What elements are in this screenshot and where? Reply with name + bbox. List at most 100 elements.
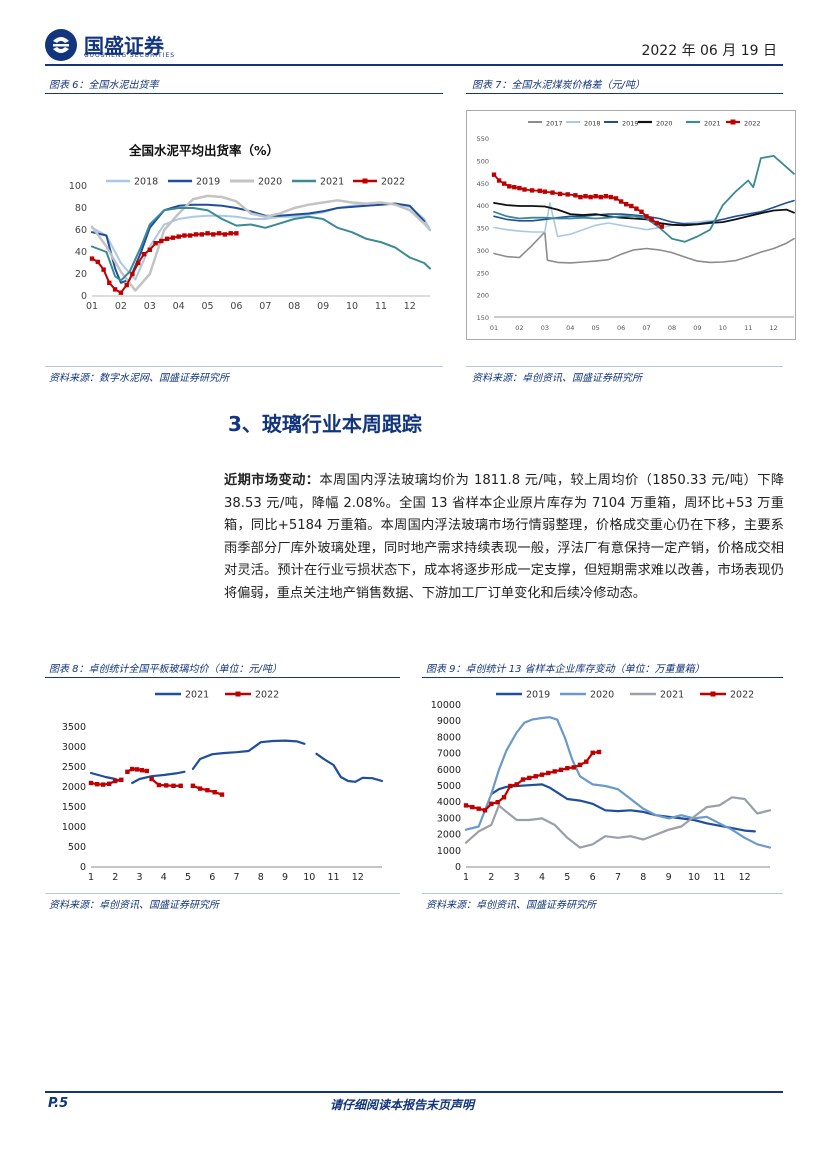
data-point-2022	[552, 769, 557, 774]
x-tick-label: 7	[233, 872, 239, 883]
data-point-2022	[470, 804, 475, 810]
data-point-2022	[188, 233, 193, 238]
data-point-2022	[88, 780, 94, 786]
data-point-2022	[153, 241, 158, 246]
fig6-source: 资料来源：数字水泥网、国盛证券研究所	[49, 373, 229, 384]
x-tick-label: 07	[642, 324, 650, 332]
data-point-2022	[164, 783, 169, 788]
data-point-2022	[629, 203, 634, 209]
data-point-2022	[520, 777, 526, 782]
data-point-2022	[527, 775, 532, 781]
data-point-2022	[603, 194, 609, 199]
data-point-2022	[101, 267, 106, 272]
data-point-2022	[130, 271, 135, 277]
data-point-2022	[522, 187, 527, 192]
y-tick-label: 7000	[437, 749, 461, 760]
fig7-bottom-rule	[466, 366, 783, 367]
legend-marker	[235, 691, 241, 697]
data-point-2022	[501, 795, 507, 800]
data-point-2022	[205, 231, 210, 236]
y-tick-label: 500	[68, 842, 86, 853]
data-point-2022	[529, 188, 535, 193]
report-date: 2022 年 06 月 19 日	[641, 43, 777, 59]
x-tick-label: 06	[230, 301, 242, 312]
fig9-bottom-rule	[422, 893, 783, 894]
legend-label: 2020	[656, 120, 673, 128]
data-point-2022	[644, 214, 649, 219]
data-point-2022	[89, 256, 95, 261]
fig6-bottom-rule	[45, 366, 443, 367]
data-point-2022	[95, 259, 100, 265]
series-line-2021	[464, 796, 772, 849]
data-point-2022	[141, 252, 147, 257]
x-tick-label: 08	[668, 324, 676, 332]
x-tick-label: 11	[375, 301, 387, 312]
data-point-2022	[94, 782, 100, 787]
data-point-2022	[590, 750, 595, 755]
legend-label: 2019	[196, 177, 220, 188]
x-tick-label: 01	[490, 324, 498, 332]
legend-marker	[710, 691, 716, 697]
data-point-2022	[118, 290, 124, 295]
series-line-2019	[493, 199, 795, 225]
header-rule	[45, 64, 783, 66]
x-tick-label: 12	[404, 301, 416, 312]
data-point-2022	[624, 202, 629, 207]
x-tick-label: 08	[288, 301, 300, 312]
chart-frame	[466, 110, 796, 340]
x-tick-label: 1	[463, 872, 469, 883]
data-point-2022	[107, 280, 112, 285]
x-tick-label: 11	[327, 872, 339, 883]
legend-label: 2017	[546, 120, 563, 128]
x-tick-label: 6	[209, 872, 215, 883]
legend-label: 2020	[590, 690, 614, 701]
fig8-bottom-rule	[45, 893, 400, 894]
data-point-2022	[654, 220, 659, 226]
chart-title: 全国水泥平均出货率（%）	[128, 143, 279, 158]
x-tick-label: 11	[744, 324, 752, 332]
x-tick-label: 09	[693, 324, 701, 332]
y-tick-label: 20	[75, 269, 87, 280]
data-point-2022	[178, 783, 183, 788]
x-tick-label: 5	[185, 872, 191, 883]
x-tick-label: 3	[136, 872, 142, 883]
footer-rule	[45, 1091, 783, 1093]
legend-label: 2022	[730, 690, 754, 701]
data-point-2022	[149, 776, 154, 782]
series-line-2018	[493, 202, 724, 238]
x-tick-label: 5	[564, 872, 570, 883]
legend-label: 2021	[704, 120, 721, 128]
y-tick-label: 9000	[437, 716, 461, 727]
data-point-2022	[649, 217, 654, 222]
data-point-2022	[182, 233, 187, 238]
x-tick-label: 11	[713, 872, 725, 883]
fig9-label: 图表 9：卓创统计 13 省样本企业库存变动（单位：万重量箱）	[426, 664, 705, 675]
data-point-2022	[598, 194, 603, 200]
data-point-2022	[565, 192, 570, 197]
series-line-2017	[493, 231, 795, 264]
data-point-2022	[613, 196, 619, 201]
x-tick-label: 10	[346, 301, 358, 312]
data-point-2022	[205, 788, 210, 793]
legend-label: 2022	[381, 177, 405, 188]
legend-label: 2018	[134, 177, 158, 188]
y-tick-label: 0	[80, 862, 86, 873]
legend-label: 2022	[255, 690, 279, 701]
legend-label: 2019	[526, 690, 550, 701]
data-point-2022	[588, 194, 593, 200]
data-point-2022	[139, 768, 145, 773]
data-point-2022	[234, 231, 239, 236]
legend-label: 2021	[185, 690, 209, 701]
x-tick-label: 03	[144, 301, 156, 312]
data-point-2022	[571, 765, 576, 770]
x-tick-label: 02	[515, 324, 523, 332]
logo-mark	[44, 28, 78, 62]
data-point-2022	[219, 792, 225, 797]
y-tick-label: 1000	[437, 846, 461, 857]
data-point-2022	[508, 783, 513, 789]
y-tick-label: 1500	[62, 802, 86, 813]
data-point-2022	[533, 774, 538, 779]
fig8-top-rule	[45, 677, 400, 678]
fig7-top-rule	[466, 93, 783, 94]
fig6-chart: 全国水泥平均出货率（%） 0 20 40 60 80 100 01 02 03 04 05 06 07 08…	[69, 143, 432, 312]
